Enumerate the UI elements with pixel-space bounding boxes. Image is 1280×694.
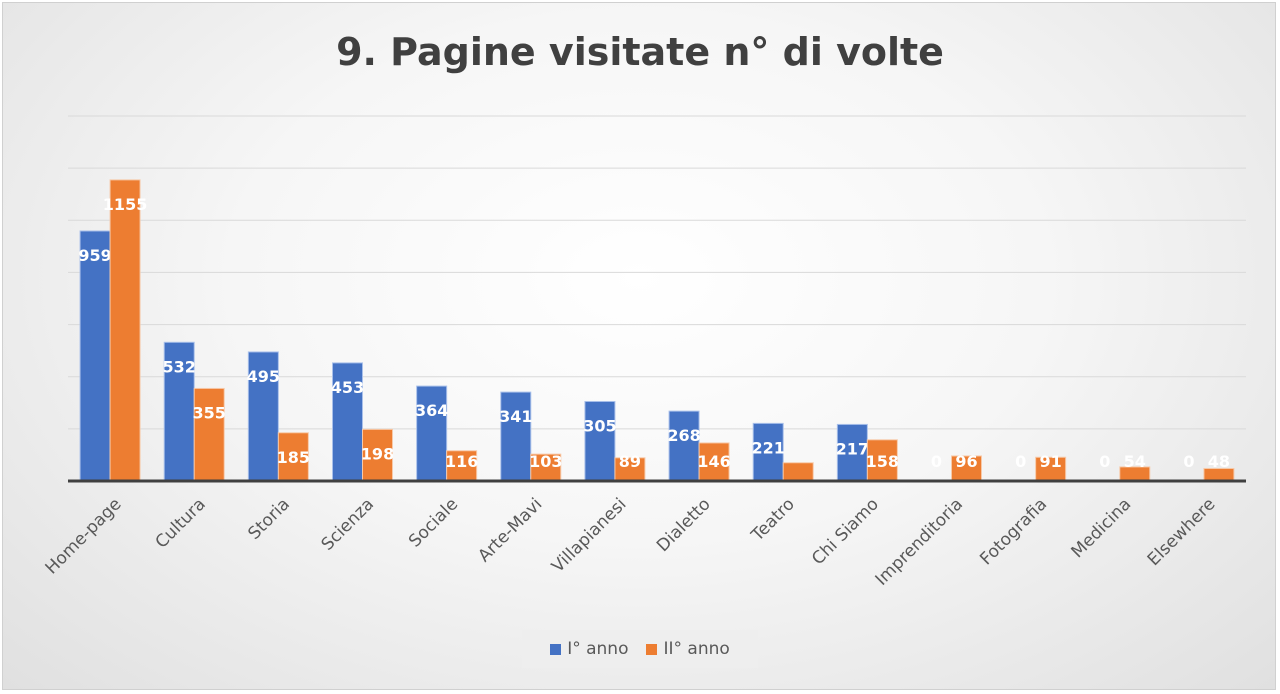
bar-2-home-page [109, 179, 141, 482]
data-label-series-2: 54 [1124, 452, 1146, 471]
data-label-series-2: 89 [619, 452, 641, 471]
bar-2-imprenditoria [951, 455, 982, 482]
data-label-series-1: 453 [331, 378, 364, 397]
data-label-series-2: 355 [193, 403, 226, 422]
data-label-series-2: 116 [445, 452, 478, 471]
bar-1-cultura [163, 341, 195, 482]
data-label-series-1: 0 [1183, 452, 1194, 471]
data-label-series-1: 0 [1015, 452, 1026, 471]
data-label-series-2: 48 [1208, 452, 1230, 471]
legend-item-series-2: II° anno [646, 639, 730, 659]
data-label-series-1: 221 [752, 438, 785, 457]
bar-1-dialetto [668, 410, 700, 482]
data-label-series-2: 185 [277, 448, 310, 467]
legend-label-series-1: I° anno [567, 639, 629, 659]
x-tick-label: Chi Siamo [808, 494, 883, 569]
bar-1-scienza [332, 362, 363, 482]
data-label-series-1: 532 [163, 357, 196, 376]
data-label-series-1: 268 [667, 426, 700, 445]
x-tick-label: Sociale [405, 494, 462, 551]
data-label-series-2: 146 [697, 452, 730, 471]
x-tick-label: Home-page [42, 494, 126, 578]
legend-swatch-series-1 [550, 643, 562, 655]
data-label-series-2: 158 [866, 452, 899, 471]
bar-2-scienza [362, 428, 393, 482]
legend-item-series-1: I° anno [550, 639, 628, 659]
x-tick-label: Teatro [747, 494, 799, 546]
data-label-series-1: 305 [583, 416, 616, 435]
bar-1-arte-mavi [500, 391, 532, 482]
data-label-series-2: 1155 [103, 195, 148, 214]
bar-2-storia [277, 432, 309, 482]
x-tick-label: Dialetto [653, 494, 715, 556]
data-label-series-2: 198 [361, 444, 394, 463]
x-tick-label: Arte-Mavi [474, 494, 546, 566]
x-tick-label: Cultura [152, 494, 210, 552]
bar-2-chi-siamo [866, 439, 898, 482]
bar-2-cultura [193, 387, 225, 482]
chart-title: 9. Pagine visitate n° di volte [336, 30, 944, 74]
bar-1-villapianesi [584, 400, 616, 482]
data-label-series-1: 364 [415, 401, 448, 420]
x-tick-label: Imprenditoria [872, 494, 967, 589]
bar-1-sociale [416, 385, 448, 482]
data-label-series-1: 0 [1099, 452, 1110, 471]
data-label-series-1: 495 [247, 367, 280, 386]
x-tick-label: Storia [244, 494, 293, 543]
data-label-series-1: 341 [499, 407, 532, 426]
bar-1-home-page [79, 230, 111, 482]
legend-swatch-series-2 [646, 643, 658, 655]
x-tick-label: Elsewhere [1144, 494, 1220, 570]
data-label-series-2: 91 [1040, 452, 1062, 471]
data-label-series-2: 96 [955, 452, 977, 471]
x-tick-label: Villapianesi [548, 494, 630, 576]
data-label-series-1: 0 [931, 452, 942, 471]
legend-label-series-2: II° anno [663, 639, 730, 659]
bar-2-arte-mavi [530, 453, 562, 482]
legend: I° anno II° anno [522, 630, 758, 668]
x-tick-label: Medicina [1068, 494, 1136, 562]
data-label-series-1: 217 [836, 439, 869, 458]
data-label-series-2: 103 [529, 452, 562, 471]
x-tick-label: Scienza [318, 494, 378, 554]
x-tick-label: Fotografia [976, 494, 1051, 569]
bar-1-teatro [752, 422, 784, 482]
data-label-series-1: 959 [78, 246, 111, 265]
bar-2-teatro [782, 462, 814, 482]
